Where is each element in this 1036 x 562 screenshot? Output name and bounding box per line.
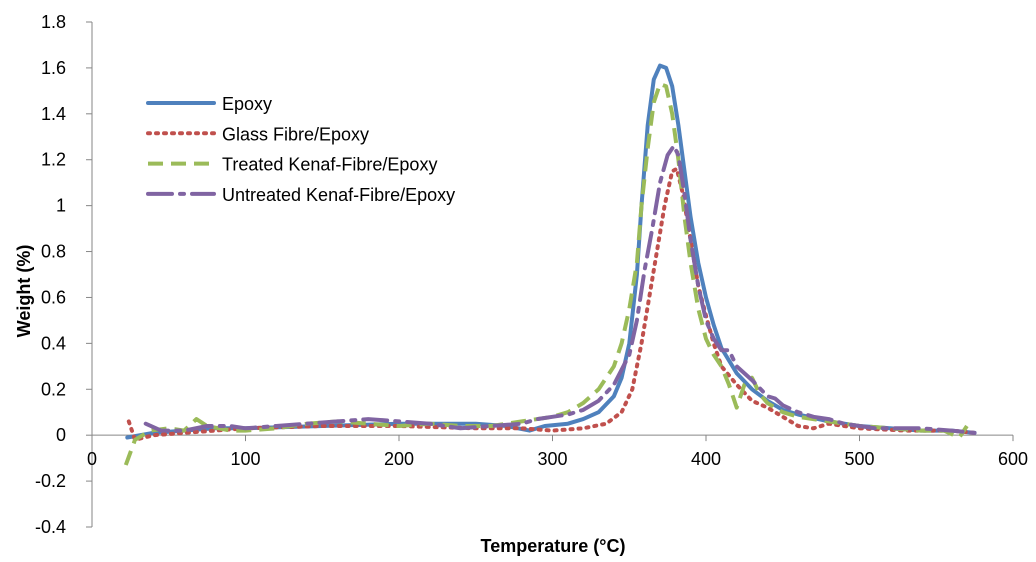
y-tick-label: 0.8 xyxy=(41,242,66,262)
y-tick-label: 0 xyxy=(56,425,66,445)
y-tick-label: 1 xyxy=(56,196,66,216)
y-tick-label: 0.2 xyxy=(41,379,66,399)
legend: Epoxy Glass Fibre/Epoxy Treated Kenaf-Fibr… xyxy=(146,94,455,205)
legend-label-4: Untreated Kenaf-Fibre/Epoxy xyxy=(222,185,455,205)
legend-label-3: Treated Kenaf-Fibre/Epoxy xyxy=(222,155,437,175)
y-tick-label: 0.4 xyxy=(41,333,66,353)
x-axis-title: Temperature (°C) xyxy=(481,536,626,556)
y-tick-label: 1.4 xyxy=(41,104,66,124)
x-tick-label: 500 xyxy=(844,449,874,469)
y-tick-label: 0.6 xyxy=(41,287,66,307)
series-line-2 xyxy=(126,166,977,442)
series-layer xyxy=(123,63,977,466)
x-tick-label: 100 xyxy=(230,449,260,469)
axes: -0.4 -0.2 0 0.2 0.4 0.6 0.8 1 1.2 1.4 1.6 1.8 0 100 20… xyxy=(35,12,1028,537)
y-tick-label: -0.2 xyxy=(35,471,66,491)
x-tick-label: 200 xyxy=(384,449,414,469)
series-line-4 xyxy=(143,144,977,435)
series-line-1 xyxy=(125,63,977,440)
x-tick-label: 600 xyxy=(998,449,1028,469)
x-tick-label: 300 xyxy=(537,449,567,469)
x-tick-label: 0 xyxy=(87,449,97,469)
legend-label-2: Glass Fibre/Epoxy xyxy=(222,124,369,144)
y-tick-label: 1.8 xyxy=(41,12,66,32)
x-tick-label: 400 xyxy=(691,449,721,469)
legend-label-1: Epoxy xyxy=(222,94,272,114)
y-axis-title: Weight (%) xyxy=(14,245,34,338)
y-tick-label: 1.6 xyxy=(41,58,66,78)
y-tick-label: 1.2 xyxy=(41,150,66,170)
y-tick-label: -0.4 xyxy=(35,517,66,537)
series-line-3 xyxy=(123,82,969,466)
